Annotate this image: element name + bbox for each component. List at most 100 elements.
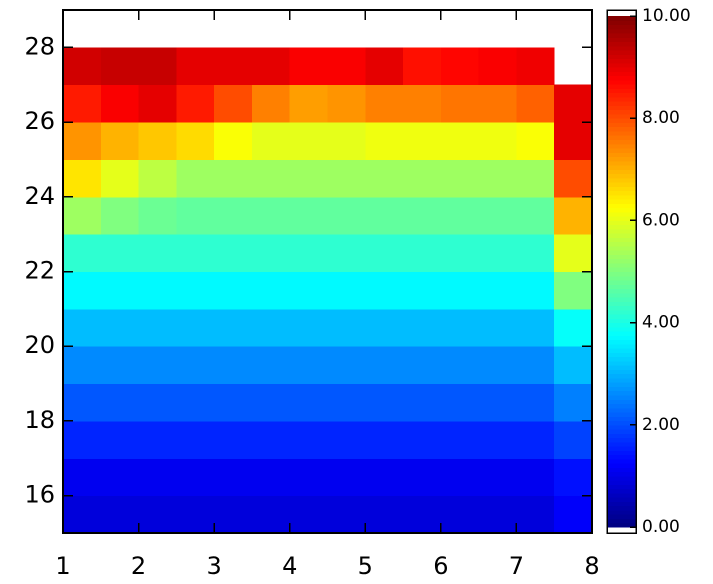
colorbar-step — [607, 24, 636, 30]
heat-cell — [403, 271, 442, 310]
colorbar-tick-label: 2.00 — [642, 415, 680, 435]
colorbar-step — [607, 241, 636, 247]
heat-cell — [440, 196, 480, 235]
heat-cell — [176, 420, 215, 459]
heat-cell — [289, 383, 328, 422]
colorbar-step — [607, 156, 636, 162]
colorbar-step — [607, 480, 636, 485]
heat-cell — [63, 84, 102, 123]
heat-cell — [214, 159, 253, 198]
heat-cell — [251, 495, 291, 534]
colorbar-tick-label: 0.00 — [642, 517, 680, 537]
heat-cell — [176, 234, 215, 272]
colorbar-step — [607, 488, 636, 494]
colorbar-tick-label: 6.00 — [642, 210, 680, 230]
heat-cell — [214, 420, 253, 459]
heat-cell — [478, 234, 517, 272]
colorbar-step — [607, 301, 636, 307]
heat-cell — [554, 271, 593, 310]
y-tick-label: 16 — [24, 481, 55, 509]
heat-cell — [100, 458, 140, 497]
x-tick-label: 5 — [358, 552, 373, 580]
heat-cell — [478, 346, 517, 385]
colorbar-step — [607, 105, 636, 111]
colorbar-step — [607, 122, 636, 128]
heat-cell — [327, 122, 366, 160]
heat-cell — [478, 47, 517, 86]
colorbar-step — [607, 79, 636, 85]
colorbar-step — [607, 54, 636, 60]
heat-cell — [478, 420, 517, 459]
heat-cell — [214, 346, 253, 385]
heat-cell — [100, 47, 140, 86]
heat-cell — [214, 234, 253, 272]
heat-cell — [403, 383, 442, 422]
heat-cell — [365, 122, 404, 160]
colorbar-step — [607, 130, 636, 136]
colorbar-step — [607, 492, 636, 498]
heat-cell — [365, 495, 404, 534]
colorbar-step — [607, 309, 636, 315]
heat-cell — [365, 196, 404, 235]
heat-cell — [138, 458, 177, 497]
colorbar-step — [607, 335, 636, 341]
heat-cell — [214, 458, 253, 497]
colorbar-step — [607, 446, 636, 451]
colorbar-step — [607, 424, 636, 430]
heat-cell — [251, 383, 291, 422]
heat-cell — [365, 47, 404, 86]
heat-cell — [100, 84, 140, 123]
colorbar-step — [607, 173, 636, 179]
heat-cell — [251, 420, 291, 459]
heat-cell — [138, 47, 177, 86]
heat-cell — [554, 458, 593, 497]
heat-cell — [251, 458, 291, 497]
colorbar-step — [607, 509, 636, 515]
colorbar-step — [607, 220, 636, 226]
heat-cell — [440, 308, 480, 347]
colorbar-step — [607, 450, 636, 456]
colorbar-step — [607, 339, 636, 345]
heat-cell — [554, 159, 593, 198]
heat-cell — [403, 47, 442, 86]
heat-cell — [554, 346, 593, 385]
colorbar-step — [607, 33, 636, 38]
colorbar-tick-label: 4.00 — [642, 313, 680, 333]
heat-cell — [554, 495, 593, 534]
colorbar-step — [607, 314, 636, 319]
colorbar-step — [607, 126, 636, 132]
heat-cell — [554, 84, 593, 123]
heat-cell — [440, 159, 480, 198]
colorbar-step — [607, 224, 636, 230]
heat-cell — [214, 122, 253, 160]
heat-cell — [214, 47, 253, 86]
heat-cell — [365, 420, 404, 459]
colorbar-step — [607, 148, 636, 153]
heat-cell — [251, 271, 291, 310]
heat-cell — [516, 346, 555, 385]
colorbar-step — [607, 92, 636, 98]
colorbar-step — [607, 377, 636, 383]
heat-cell — [403, 122, 442, 160]
heat-cell — [440, 420, 480, 459]
colorbar-step — [607, 233, 636, 238]
x-tick-label: 3 — [207, 552, 222, 580]
colorbar-step — [607, 262, 636, 268]
heat-cell — [327, 271, 366, 310]
colorbar-step — [607, 522, 636, 528]
heat-cell — [365, 383, 404, 422]
heat-cell — [176, 346, 215, 385]
colorbar-step — [607, 458, 636, 464]
heat-cell — [327, 159, 366, 198]
heat-cell — [100, 159, 140, 198]
colorbar-step — [607, 420, 636, 426]
heat-cell — [63, 308, 102, 347]
colorbar-step — [607, 135, 636, 140]
heat-cell — [251, 122, 291, 160]
colorbar-step — [607, 237, 636, 243]
x-tick-label: 2 — [131, 552, 146, 580]
heat-cell — [403, 420, 442, 459]
heat-cell — [478, 383, 517, 422]
heat-cell — [403, 84, 442, 123]
heat-cell — [365, 458, 404, 497]
